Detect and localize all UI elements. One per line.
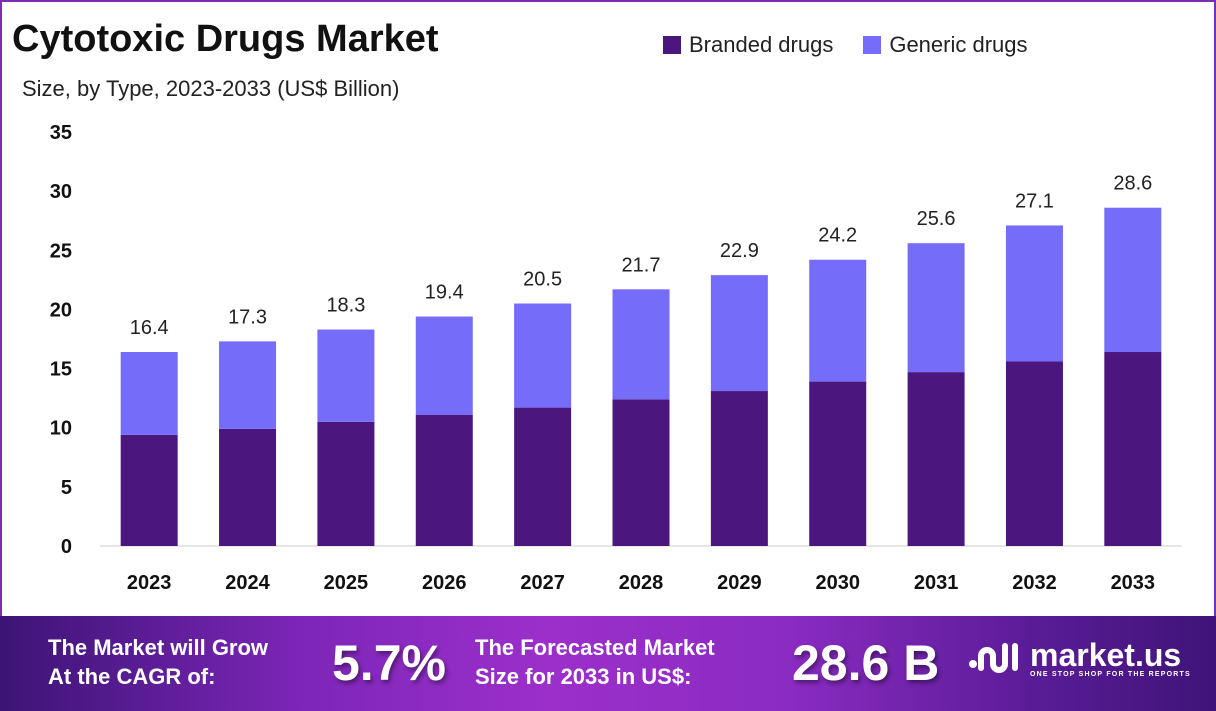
bar-branded-2027 — [514, 407, 572, 546]
bar-branded-2032 — [1005, 361, 1063, 546]
x-tick-label: 2033 — [1111, 572, 1156, 594]
data-label-total: 17.3 — [228, 306, 267, 328]
data-label-total: 28.6 — [1113, 173, 1152, 195]
bar-branded-2026 — [415, 414, 473, 546]
footer-banner: The Market will Grow At the CAGR of: 5.7… — [0, 616, 1216, 711]
forecast-label: The Forecasted Market Size for 2033 in U… — [475, 633, 715, 691]
data-label-total: 16.4 — [130, 317, 169, 339]
forecast-label-line1: The Forecasted Market — [475, 635, 715, 660]
legend-item-generic: Generic drugs — [863, 32, 1028, 58]
market-us-logo: market.us ONE STOP SHOP FOR THE REPORTS — [968, 638, 1191, 678]
bar-branded-2030 — [809, 381, 867, 546]
x-tick-label: 2029 — [717, 572, 762, 594]
y-tick-label: 30 — [50, 181, 72, 203]
data-label-total: 21.7 — [622, 254, 661, 276]
bar-generic-2023 — [120, 352, 178, 435]
logo-tagline: ONE STOP SHOP FOR THE REPORTS — [1030, 670, 1191, 678]
bar-branded-2033 — [1104, 352, 1162, 546]
cagr-label: The Market will Grow At the CAGR of: — [48, 633, 268, 691]
bar-chart: 0510152025303516.4202317.3202418.3202519… — [50, 122, 1182, 594]
y-tick-label: 0 — [61, 536, 72, 558]
legend-swatch-branded — [663, 36, 681, 54]
cagr-value: 5.7% — [332, 635, 446, 691]
forecast-label-line2: Size for 2033 in US$: — [475, 664, 692, 689]
y-tick-label: 25 — [50, 240, 72, 262]
x-tick-label: 2023 — [127, 572, 172, 594]
data-label-total: 27.1 — [1015, 190, 1054, 212]
x-tick-label: 2028 — [619, 572, 664, 594]
x-tick-label: 2025 — [324, 572, 369, 594]
bar-generic-2027 — [514, 303, 572, 408]
cagr-label-line2: At the CAGR of: — [48, 664, 216, 689]
data-label-total: 18.3 — [326, 295, 365, 317]
legend-label-branded: Branded drugs — [689, 32, 834, 57]
data-label-total: 20.5 — [523, 269, 562, 291]
bar-generic-2025 — [317, 329, 375, 422]
y-tick-label: 20 — [50, 299, 72, 321]
bar-generic-2028 — [612, 289, 670, 400]
bar-generic-2024 — [219, 341, 277, 429]
x-tick-label: 2026 — [422, 572, 467, 594]
bar-generic-2032 — [1005, 225, 1063, 362]
bar-branded-2028 — [612, 399, 670, 546]
forecast-value: 28.6 B — [792, 635, 940, 691]
legend-label-generic: Generic drugs — [889, 32, 1028, 57]
x-tick-label: 2027 — [520, 572, 565, 594]
data-label-total: 25.6 — [917, 208, 956, 230]
data-label-total: 24.2 — [818, 225, 857, 247]
bar-branded-2023 — [120, 434, 178, 546]
bar-generic-2033 — [1104, 207, 1162, 353]
bar-branded-2031 — [907, 372, 965, 546]
chart-title: Cytotoxic Drugs Market — [12, 18, 439, 60]
y-tick-label: 5 — [61, 477, 72, 499]
x-tick-label: 2024 — [225, 572, 270, 594]
legend-item-branded: Branded drugs — [663, 32, 833, 58]
market-us-logo-icon — [969, 643, 1018, 673]
x-tick-label: 2032 — [1012, 572, 1057, 594]
y-tick-label: 15 — [50, 359, 72, 381]
data-label-total: 22.9 — [720, 240, 759, 262]
bar-generic-2031 — [907, 243, 965, 373]
bar-generic-2030 — [809, 259, 867, 382]
chart-subtitle: Size, by Type, 2023-2033 (US$ Billion) — [22, 76, 400, 101]
x-tick-label: 2031 — [914, 572, 959, 594]
x-tick-label: 2030 — [815, 572, 860, 594]
bar-branded-2025 — [317, 421, 375, 546]
legend-swatch-generic — [863, 36, 882, 54]
bar-branded-2029 — [710, 391, 768, 546]
bar-generic-2026 — [415, 316, 473, 415]
data-label-total: 19.4 — [425, 282, 464, 304]
y-tick-label: 35 — [50, 122, 72, 144]
y-tick-label: 10 — [50, 418, 72, 440]
cagr-label-line1: The Market will Grow — [48, 635, 269, 660]
legend: Branded drugs Generic drugs — [663, 32, 1028, 58]
bar-generic-2029 — [710, 275, 768, 392]
logo-name: market.us — [1030, 636, 1182, 673]
bar-branded-2024 — [219, 428, 277, 546]
